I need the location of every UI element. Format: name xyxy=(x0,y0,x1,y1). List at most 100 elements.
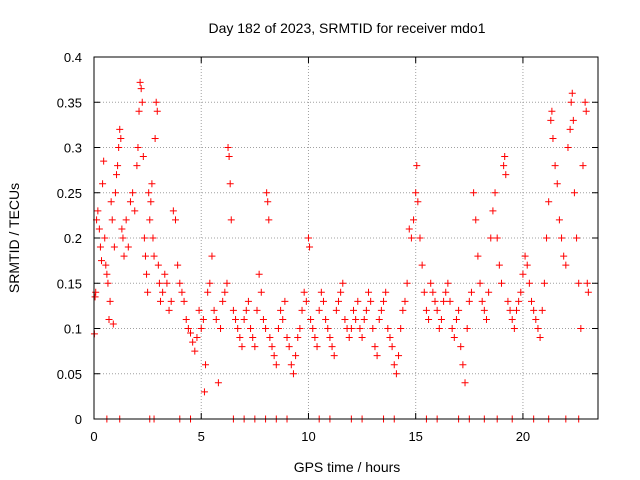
data-point xyxy=(354,297,362,305)
data-point xyxy=(459,361,467,369)
data-point xyxy=(517,288,525,296)
data-point xyxy=(262,325,270,332)
data-point xyxy=(515,297,523,305)
data-point xyxy=(577,325,585,332)
y-tick-label: 0.05 xyxy=(57,367,82,382)
data-point xyxy=(126,198,134,206)
data-point xyxy=(268,343,276,351)
data-point xyxy=(410,216,418,224)
data-point xyxy=(433,306,441,314)
data-point xyxy=(238,343,246,351)
data-point xyxy=(152,98,160,106)
data-point xyxy=(144,288,152,296)
data-point xyxy=(493,234,501,242)
data-point xyxy=(161,270,169,278)
y-tick-label: 0.35 xyxy=(57,95,82,110)
data-point xyxy=(287,361,295,369)
data-point xyxy=(264,198,272,206)
data-point xyxy=(118,225,126,233)
data-point xyxy=(277,306,285,314)
data-point xyxy=(584,288,592,296)
data-point xyxy=(143,270,151,278)
data-point xyxy=(322,315,330,323)
data-point xyxy=(169,207,177,215)
data-point xyxy=(232,315,240,323)
data-point xyxy=(199,315,207,323)
data-point xyxy=(156,297,164,305)
data-point xyxy=(399,306,407,314)
data-point xyxy=(413,162,421,170)
x-tick-label: 20 xyxy=(516,429,530,444)
data-point xyxy=(122,216,130,224)
data-point xyxy=(113,171,121,179)
data-point xyxy=(558,234,566,242)
data-point xyxy=(217,325,225,332)
data-point xyxy=(189,338,197,346)
axis-ticks: 0 0.05 0.1 0.15 0.2 0.25 0.3 0.35 0.4 0 5 10 15 20 xyxy=(57,50,598,444)
data-point xyxy=(382,288,390,296)
data-point xyxy=(573,234,581,242)
data-point xyxy=(306,243,314,251)
data-point xyxy=(429,288,437,296)
data-point xyxy=(356,325,364,332)
data-point xyxy=(146,216,154,224)
data-point xyxy=(163,279,171,287)
data-point xyxy=(229,306,237,314)
data-point xyxy=(444,279,452,287)
data-point xyxy=(534,325,542,332)
data-point xyxy=(435,325,443,332)
data-point xyxy=(560,252,568,260)
data-point xyxy=(548,107,556,115)
data-point xyxy=(500,162,508,170)
data-point xyxy=(214,379,222,387)
data-point xyxy=(315,306,323,314)
data-point xyxy=(124,243,132,251)
data-point xyxy=(478,297,486,305)
data-point xyxy=(360,315,368,323)
data-point xyxy=(334,297,342,305)
data-point xyxy=(180,297,188,305)
data-point xyxy=(234,325,242,332)
data-point xyxy=(219,297,227,305)
y-tick-label: 0 xyxy=(75,412,82,427)
data-point xyxy=(427,279,435,287)
data-point xyxy=(513,306,521,314)
x-tick-label: 15 xyxy=(408,429,422,444)
data-point xyxy=(562,261,570,269)
data-point xyxy=(155,279,163,287)
x-axis-label: GPS time / hours xyxy=(294,459,401,475)
data-point xyxy=(450,334,458,342)
data-point xyxy=(281,297,289,305)
data-point xyxy=(223,279,231,287)
data-point xyxy=(347,325,355,332)
data-point xyxy=(226,180,234,188)
data-point xyxy=(373,352,381,360)
data-point xyxy=(115,144,123,151)
data-point xyxy=(437,315,445,323)
data-point xyxy=(377,306,385,314)
data-point xyxy=(259,315,267,323)
data-point xyxy=(292,352,300,360)
data-point xyxy=(425,315,433,323)
data-point xyxy=(420,288,428,296)
data-point xyxy=(330,352,338,360)
data-point xyxy=(362,306,370,314)
data-point xyxy=(474,252,482,260)
x-tick-label: 10 xyxy=(301,429,315,444)
data-point xyxy=(570,189,578,197)
data-point xyxy=(547,116,555,124)
data-point xyxy=(227,216,235,224)
data-point xyxy=(139,153,147,161)
data-point xyxy=(470,189,478,197)
data-point xyxy=(352,315,360,323)
data-point xyxy=(270,352,278,360)
data-point xyxy=(100,157,108,165)
data-point xyxy=(523,261,531,269)
data-point xyxy=(108,216,116,224)
data-point xyxy=(407,234,415,242)
data-point xyxy=(501,153,509,161)
y-tick-label: 0.1 xyxy=(64,322,82,337)
data-point xyxy=(300,288,308,296)
data-point xyxy=(582,107,590,115)
